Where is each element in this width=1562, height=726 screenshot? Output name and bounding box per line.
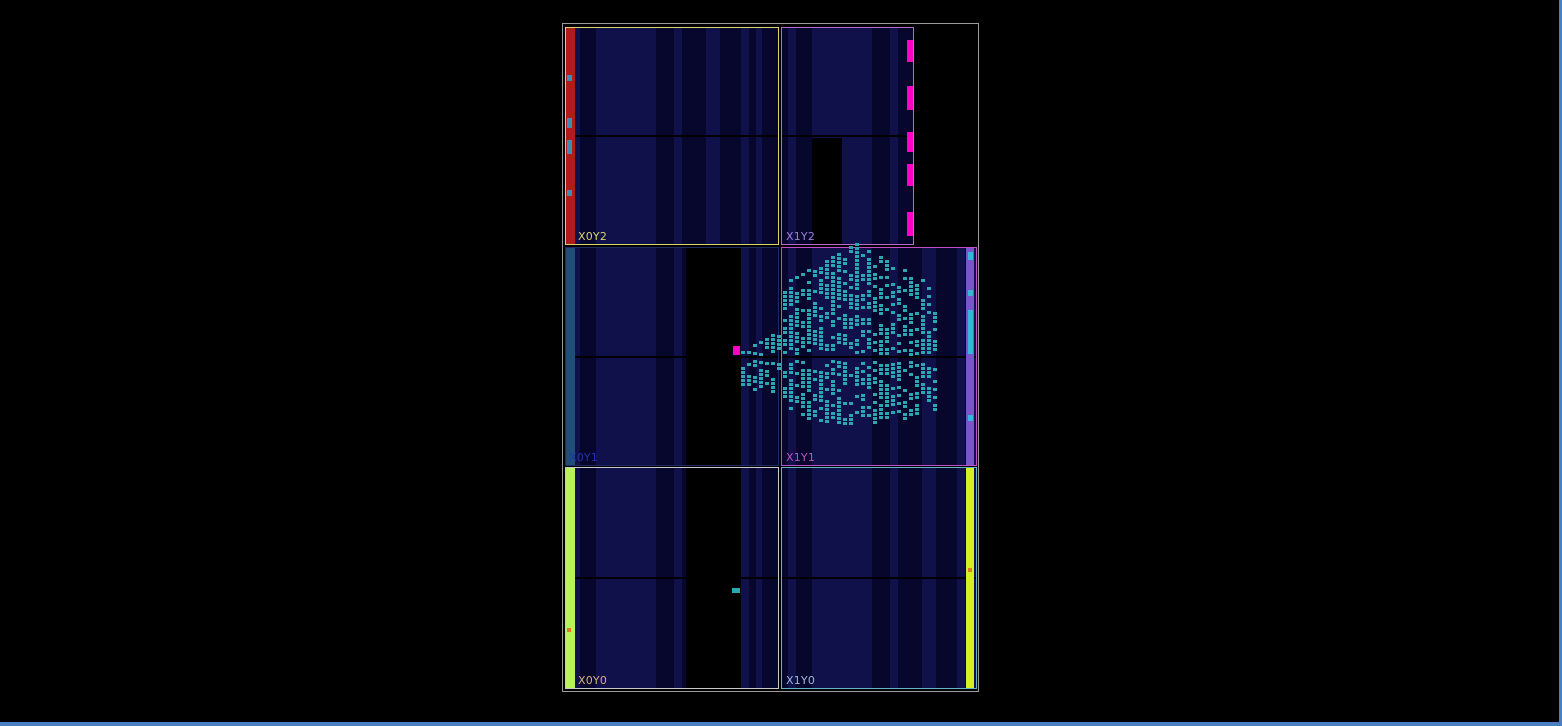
io-bank-bar xyxy=(966,468,974,688)
region-label: X1Y1 xyxy=(786,451,816,464)
device-outline xyxy=(562,23,979,692)
fabric-columns xyxy=(782,248,976,465)
io-bank-bar xyxy=(566,468,575,688)
clock-region-x1y0[interactable]: X1Y0 xyxy=(781,467,977,689)
region-label: X1Y2 xyxy=(786,230,816,243)
fabric-columns xyxy=(782,28,913,244)
region-label: X0Y0 xyxy=(578,674,608,687)
fabric-columns xyxy=(566,248,778,465)
io-bank-bar xyxy=(966,248,974,465)
fabric-columns xyxy=(566,28,778,244)
region-label: X0Y2 xyxy=(578,230,608,243)
region-label: X0Y1 xyxy=(569,451,599,464)
clock-spine xyxy=(782,356,976,358)
clock-spine xyxy=(566,356,778,358)
clock-spine xyxy=(782,577,976,579)
unused-area xyxy=(686,468,741,688)
unused-area xyxy=(812,138,842,244)
clock-spine xyxy=(566,577,778,579)
region-label: X1Y0 xyxy=(786,674,816,687)
clock-region-x1y2[interactable]: X1Y2 xyxy=(781,27,914,245)
unused-area xyxy=(686,248,741,465)
clock-spine xyxy=(566,135,778,137)
fabric-columns xyxy=(782,468,976,688)
clock-region-x0y0[interactable]: X0Y0 xyxy=(565,467,779,689)
clock-region-x0y1[interactable]: X0Y1 xyxy=(565,247,779,466)
fabric-columns xyxy=(566,468,778,688)
io-bank-bar xyxy=(566,248,575,465)
clock-spine xyxy=(782,135,913,137)
clock-region-x0y2[interactable]: X0Y2 xyxy=(565,27,779,245)
clock-region-x1y1[interactable]: X1Y1 xyxy=(781,247,977,466)
io-bank-bar xyxy=(566,28,575,244)
